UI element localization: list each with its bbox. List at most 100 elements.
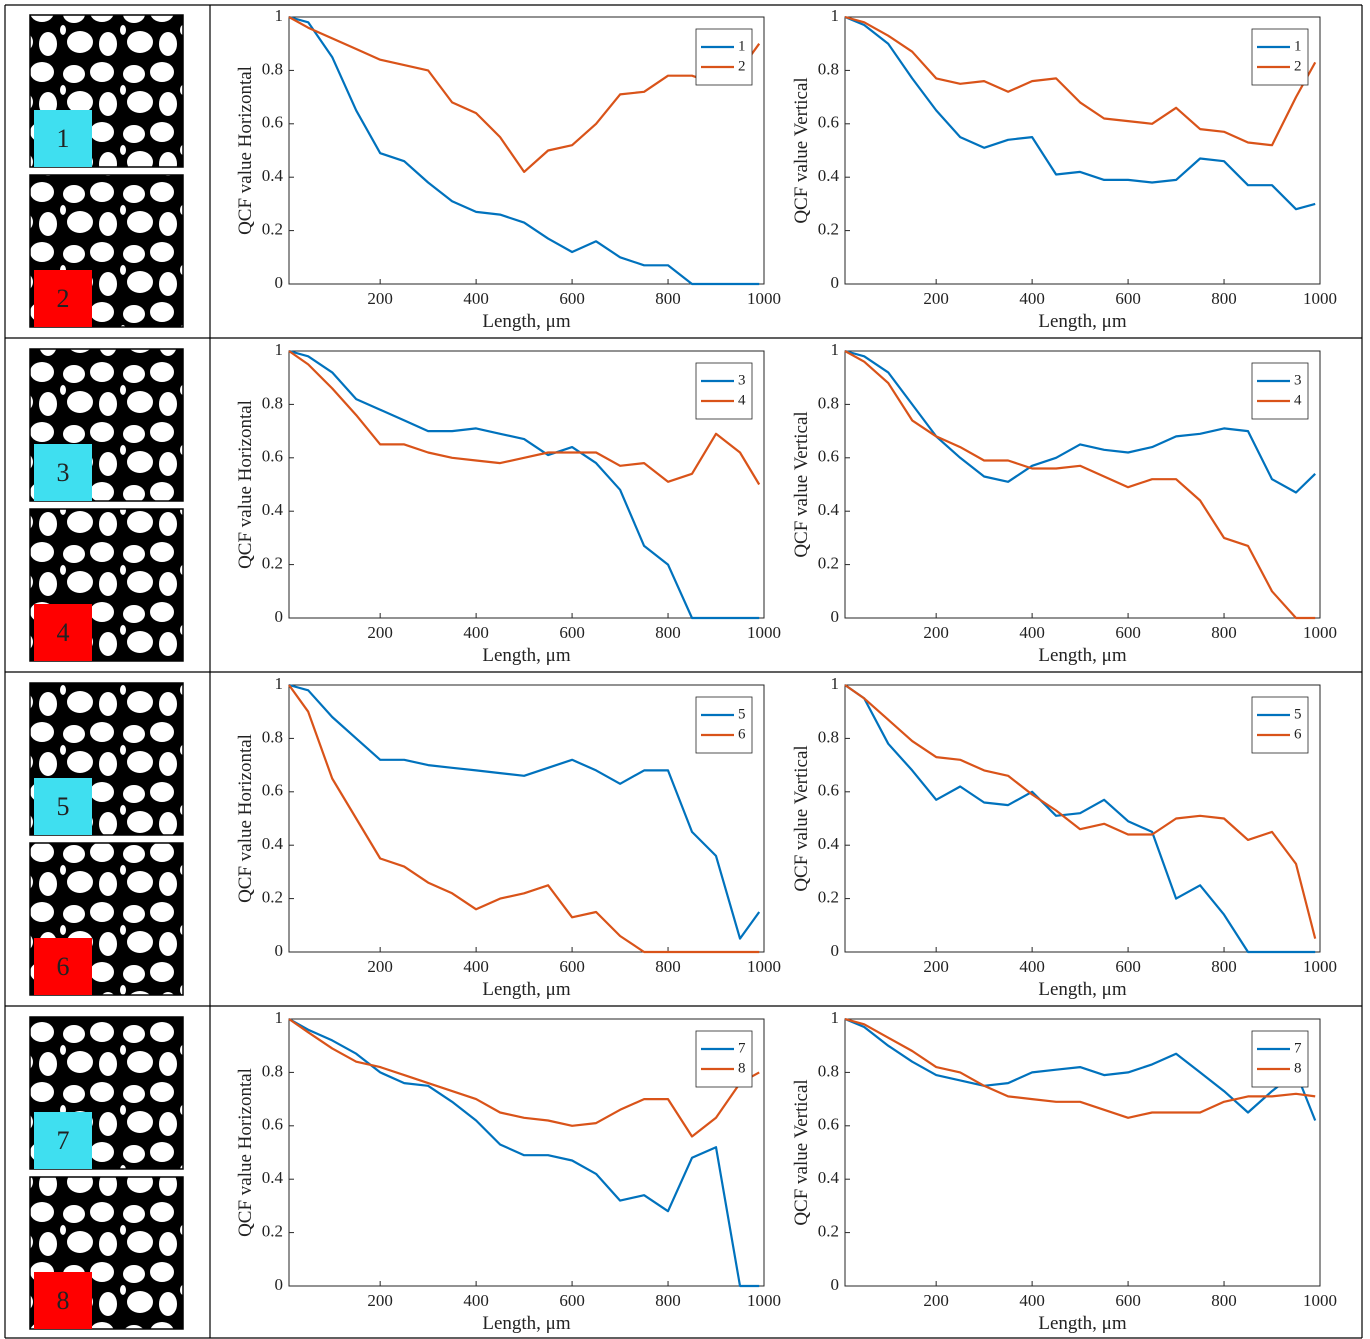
sample-badge (34, 444, 92, 501)
y-tick-label: 0 (831, 1275, 840, 1294)
y-axis-label: QCF value Horizontal (235, 734, 256, 903)
x-axis-label: Length, μm (1038, 645, 1127, 666)
sample-badge (34, 270, 92, 327)
plot-frame (288, 1018, 765, 1287)
legend-label: 1 (738, 38, 746, 54)
y-tick-label: 0 (831, 941, 840, 960)
y-axis-label: QCF value Horizontal (235, 66, 256, 235)
sample-badge (34, 1272, 92, 1329)
y-tick-label: 1 (275, 6, 284, 25)
x-tick-label: 1000 (1303, 289, 1337, 308)
y-tick-label: 0.2 (818, 220, 839, 239)
legend-box (695, 1030, 753, 1088)
plot-frame (288, 684, 765, 953)
y-tick-label: 0.6 (262, 447, 283, 466)
y-tick-label: 0.2 (818, 888, 839, 907)
x-tick-label: 600 (1115, 957, 1141, 976)
y-axis-label: QCF value Horizontal (235, 1068, 256, 1237)
data-line (844, 15, 1317, 147)
y-tick-label: 0 (275, 1275, 284, 1294)
legend-label: 3 (1294, 372, 1302, 388)
x-tick-label: 600 (1115, 1291, 1141, 1310)
y-tick-label: 0.4 (262, 1168, 284, 1187)
y-tick-label: 0.4 (818, 166, 840, 185)
x-tick-label: 800 (1211, 1291, 1237, 1310)
data-line (844, 1017, 1317, 1121)
x-tick-label: 400 (463, 289, 489, 308)
y-tick-label: 0.2 (818, 1222, 839, 1241)
x-tick-label: 800 (1211, 289, 1237, 308)
x-tick-label: 600 (559, 623, 585, 642)
data-line (288, 683, 761, 940)
y-axis-label: QCF value Vertical (791, 77, 812, 223)
data-line (288, 1018, 760, 1288)
y-tick-label: 0.2 (818, 554, 839, 573)
sample-label: 6 (57, 952, 70, 981)
legend-box (1251, 28, 1309, 86)
sample-label: 7 (57, 1126, 70, 1155)
y-axis-label: QCF value Vertical (791, 745, 812, 891)
y-tick-label: 0.8 (818, 727, 839, 746)
plot-frame (844, 350, 1321, 619)
x-tick-label: 800 (655, 289, 681, 308)
x-tick-label: 1000 (747, 623, 781, 642)
x-tick-label: 200 (923, 623, 949, 642)
y-tick-label: 0.4 (818, 834, 840, 853)
y-tick-label: 1 (831, 6, 840, 25)
y-tick-label: 1 (275, 1008, 284, 1027)
y-axis-label: QCF value Vertical (791, 411, 812, 557)
y-tick-label: 1 (275, 340, 284, 359)
legend-label: 7 (1294, 1040, 1302, 1056)
x-tick-label: 200 (367, 1291, 393, 1310)
data-line (844, 684, 1317, 939)
x-tick-label: 800 (655, 1291, 681, 1310)
sample-label: 2 (57, 284, 70, 313)
y-tick-label: 0.2 (262, 1222, 283, 1241)
legend-box (1251, 362, 1309, 420)
plot-frame (844, 16, 1321, 285)
x-axis-label: Length, μm (1038, 1313, 1127, 1334)
y-tick-label: 0 (831, 607, 840, 626)
x-axis-label: Length, μm (482, 645, 571, 666)
legend-box (1251, 696, 1309, 754)
x-axis-label: Length, μm (482, 1313, 571, 1334)
x-tick-label: 1000 (747, 289, 781, 308)
legend-label: 2 (738, 58, 746, 74)
x-tick-label: 600 (1115, 289, 1141, 308)
x-tick-label: 400 (463, 623, 489, 642)
sample-badge (34, 938, 92, 995)
y-tick-label: 0.6 (818, 781, 839, 800)
legend-box (695, 362, 753, 420)
data-line (288, 350, 761, 486)
x-tick-label: 200 (367, 623, 393, 642)
x-tick-label: 600 (559, 1291, 585, 1310)
x-tick-label: 400 (1019, 957, 1045, 976)
x-tick-label: 200 (367, 289, 393, 308)
legend-label: 1 (1294, 38, 1302, 54)
legend-label: 4 (738, 392, 746, 408)
y-tick-label: 1 (831, 340, 840, 359)
y-tick-label: 0.8 (262, 393, 283, 412)
plot-frame (844, 1018, 1321, 1287)
sample-badge (34, 778, 92, 835)
data-line (844, 350, 1316, 620)
x-tick-label: 400 (1019, 1291, 1045, 1310)
legend-label: 7 (738, 1040, 746, 1056)
x-tick-label: 800 (655, 623, 681, 642)
y-tick-label: 0 (275, 941, 284, 960)
y-tick-label: 0.6 (818, 447, 839, 466)
plot-frame (844, 684, 1321, 953)
legend-box (695, 696, 753, 754)
y-tick-label: 0 (275, 607, 284, 626)
x-tick-label: 800 (655, 957, 681, 976)
x-tick-label: 200 (923, 957, 949, 976)
x-tick-label: 600 (1115, 623, 1141, 642)
data-line (288, 1018, 760, 1138)
legend-box (1251, 1030, 1309, 1088)
y-tick-label: 0.6 (818, 1115, 839, 1134)
y-tick-label: 0.8 (818, 393, 839, 412)
data-line (844, 15, 1316, 211)
legend-label: 3 (738, 372, 746, 388)
legend-label: 8 (738, 1060, 746, 1076)
sample-label: 4 (57, 618, 70, 647)
